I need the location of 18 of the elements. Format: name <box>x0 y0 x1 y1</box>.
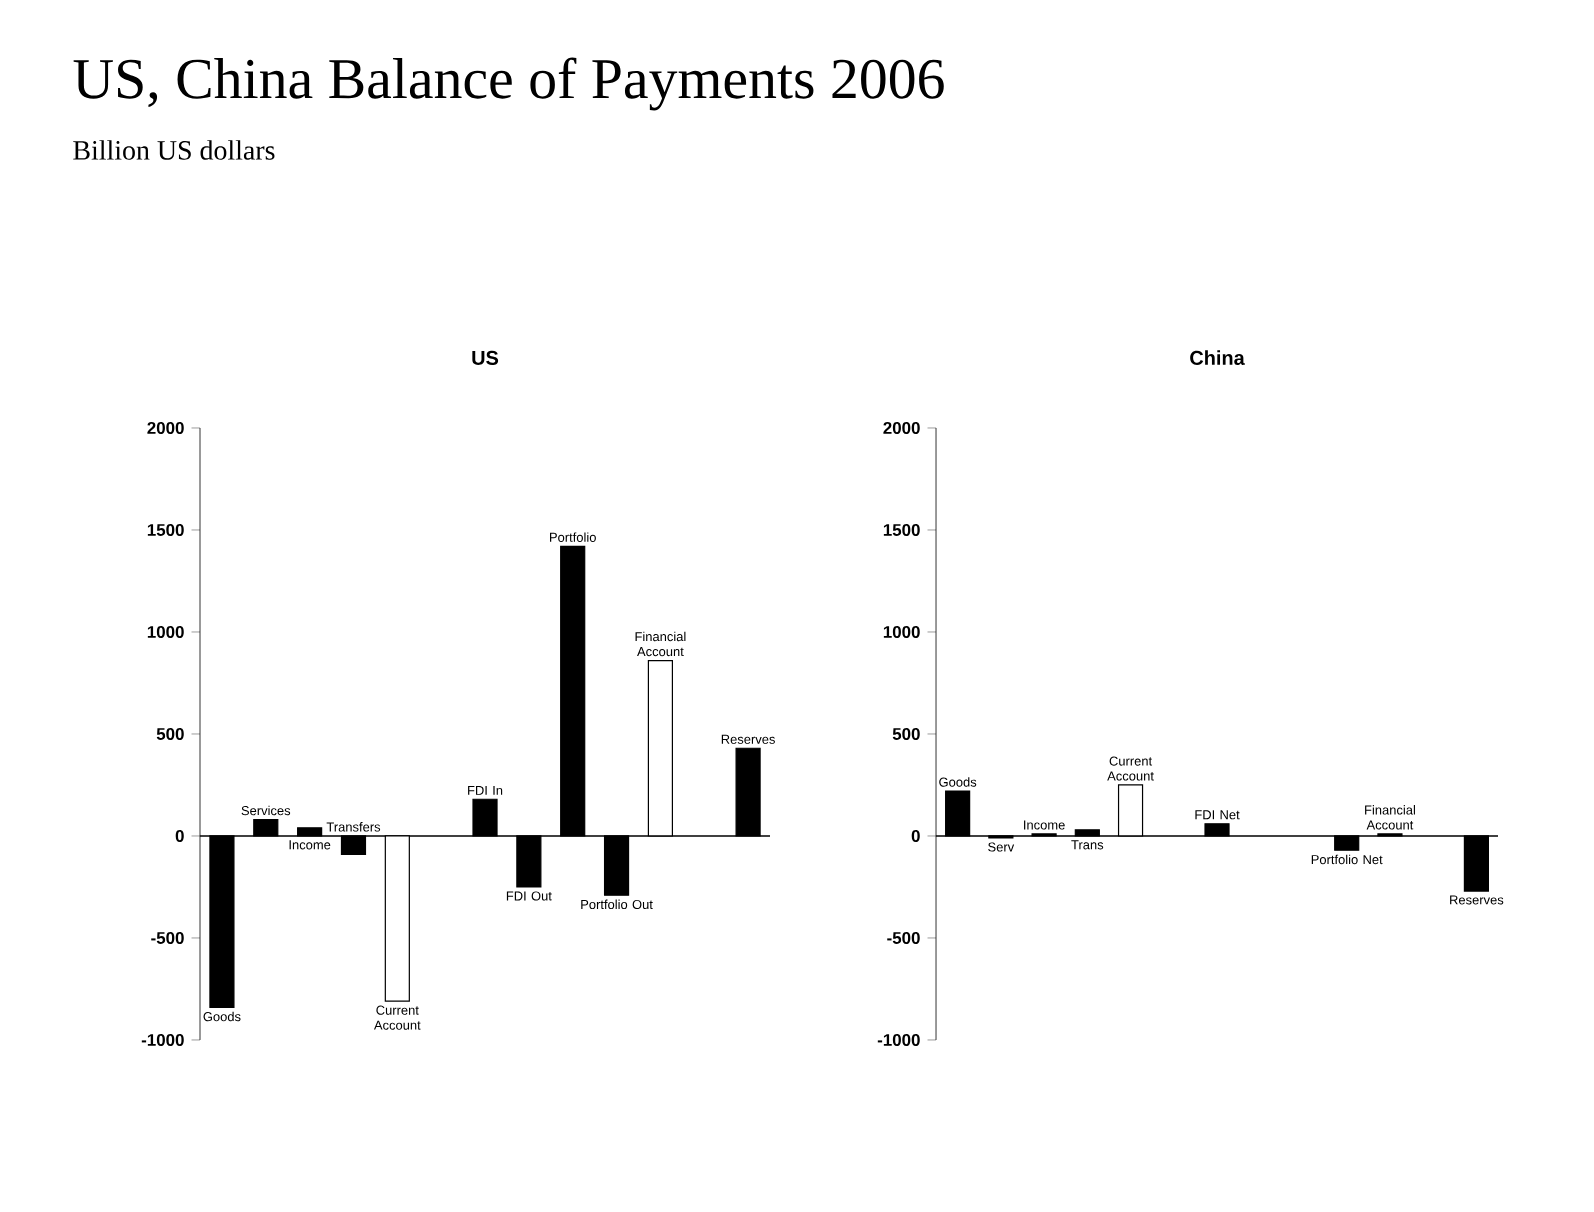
y-tick-label: 1500 <box>883 523 920 536</box>
text: US, China Balance of Payments 2006 <box>73 57 944 111</box>
y-tick-label: 0 <box>911 829 920 842</box>
y-tick-label: -500 <box>887 931 920 944</box>
y-tick-label: -1000 <box>141 1033 184 1046</box>
text: Billion US dollars <box>73 140 275 160</box>
y-tick-label: 1500 <box>147 523 184 536</box>
chart-title: US <box>472 350 499 365</box>
y-tick-label: 1000 <box>883 625 920 638</box>
y-tick-label: -1000 <box>877 1033 920 1046</box>
y-tick-label: 2000 <box>147 421 184 434</box>
y-tick-label: 2000 <box>883 421 920 434</box>
y-tick-label: 1000 <box>147 625 184 638</box>
chart-title: China <box>1190 350 1245 365</box>
y-tick-label: -500 <box>151 931 184 944</box>
y-tick-label: 0 <box>175 829 184 842</box>
y-tick-label: 500 <box>892 727 920 740</box>
y-tick-label: 500 <box>156 727 184 740</box>
